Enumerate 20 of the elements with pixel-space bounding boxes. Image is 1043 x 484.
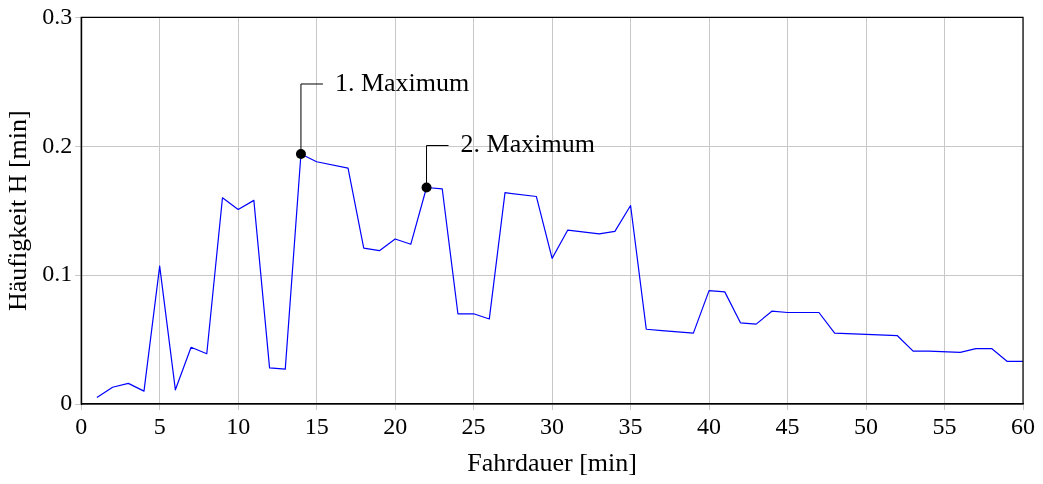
annotation: 1. Maximum [334,67,470,97]
y-tick-label: 0.1 [42,260,73,287]
y-axis-title: Häufigkeit H [min] [3,110,33,312]
annotation: 2. Maximum [460,129,595,159]
x-tick-label: 5 [153,412,166,439]
x-tick-label: 15 [304,412,329,439]
y-tick-label: 0.3 [42,2,73,29]
x-tick-label: 40 [697,412,722,439]
x-tick-label: 60 [1011,412,1035,439]
x-tick-label: 20 [383,412,408,439]
x-tick-label: 10 [226,412,251,439]
x-tick-label: 45 [775,412,800,439]
x-tick-label: 30 [540,412,565,439]
y-tick-label: 0 [60,389,73,416]
x-tick-label: 25 [461,412,486,439]
x-tick-label: 50 [854,412,879,439]
y-tick-label: 0.2 [42,131,73,158]
x-axis-title: Fahrdauer [min] [467,448,637,478]
x-tick-label: 55 [932,412,957,439]
x-tick-label: 35 [618,412,643,439]
